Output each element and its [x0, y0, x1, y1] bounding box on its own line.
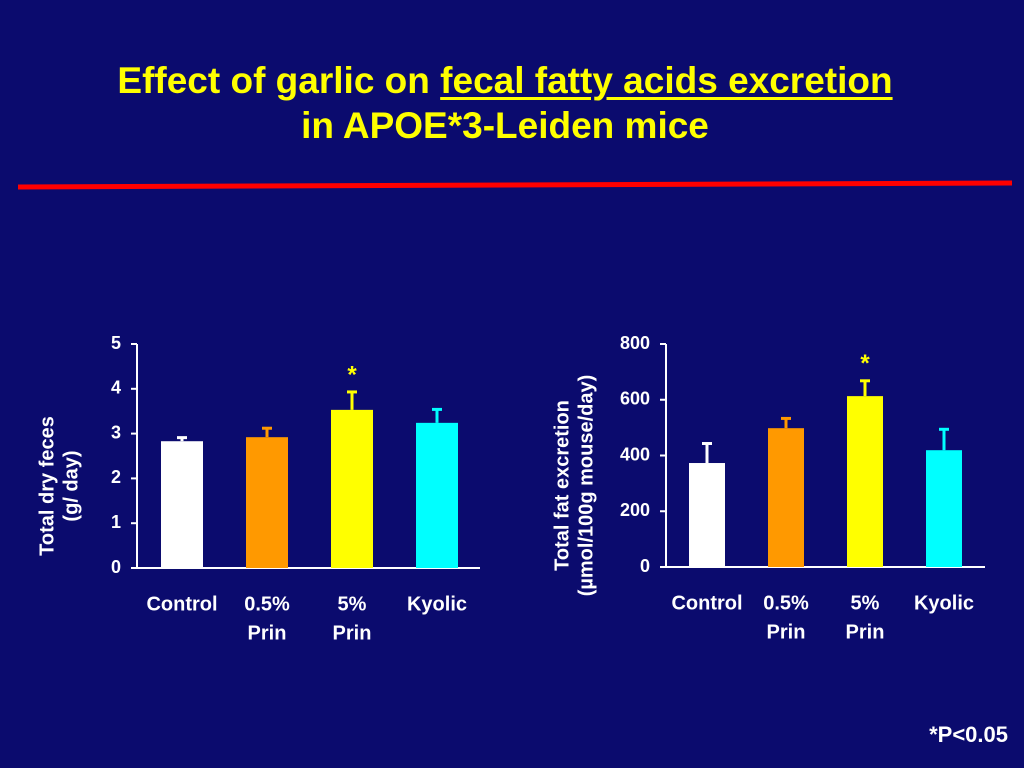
y-tick-label: 1: [111, 512, 121, 532]
error-bar: [702, 442, 712, 464]
bar: [161, 441, 203, 568]
error-bar: [781, 416, 791, 429]
y-axis-label: Total dry feces: [36, 416, 58, 556]
x-tick-label: Prin: [333, 622, 372, 644]
y-tick-label: 2: [111, 467, 121, 487]
title-line-2: in APOE*3-Leiden mice: [301, 105, 709, 146]
x-tick-label: Control: [146, 593, 217, 615]
y-tick-label: 200: [620, 500, 650, 520]
x-tick-label: 0.5%: [763, 592, 809, 614]
bar: [331, 409, 373, 568]
y-tick-label: 5: [111, 333, 121, 353]
divider: [17, 180, 1013, 190]
x-tick-label: Control: [671, 592, 742, 614]
y-tick-label: 3: [111, 422, 121, 442]
x-tick-label: Prin: [846, 621, 885, 643]
bar: [416, 422, 458, 568]
y-tick-label: 600: [620, 389, 650, 409]
y-tick-label: 400: [620, 444, 650, 464]
x-tick-label: 5%: [851, 592, 880, 614]
x-tick-label: 5%: [338, 593, 367, 615]
x-tick-label: Prin: [248, 622, 287, 644]
title-underlined: fecal fatty acids excretion: [440, 60, 893, 101]
error-bar: [262, 426, 272, 438]
y-axis-label: Total fat excretion: [551, 400, 573, 571]
error-bar: [177, 436, 187, 442]
slide-title: Effect of garlic on fecal fatty acids ex…: [0, 58, 1010, 148]
title-line-1: Effect of garlic on fecal fatty acids ex…: [0, 58, 1010, 103]
bar: [847, 396, 883, 567]
y-axis-label: (g/ day): [60, 450, 82, 521]
error-bar: [860, 379, 870, 397]
x-tick-label: Kyolic: [407, 593, 467, 615]
bar: [926, 450, 962, 567]
y-tick-label: 0: [640, 556, 650, 576]
y-tick-label: 800: [620, 333, 650, 353]
x-tick-label: Prin: [767, 621, 806, 643]
title-prefix: Effect of garlic on: [117, 60, 441, 101]
error-bar: [939, 427, 949, 451]
footnote: *P<0.05: [929, 722, 1008, 747]
y-tick-label: 0: [111, 557, 121, 577]
significance-marker: *: [860, 350, 870, 377]
error-bar: [347, 390, 357, 410]
x-tick-label: Kyolic: [914, 592, 974, 614]
significance-marker: *: [347, 361, 357, 388]
y-axis-label: (µmol/100g mouse/day): [575, 375, 597, 597]
bar: [689, 463, 725, 567]
bar: [246, 437, 288, 568]
x-tick-label: 0.5%: [244, 593, 290, 615]
error-bar: [432, 407, 442, 423]
y-tick-label: 4: [111, 378, 121, 398]
bar: [768, 428, 804, 567]
